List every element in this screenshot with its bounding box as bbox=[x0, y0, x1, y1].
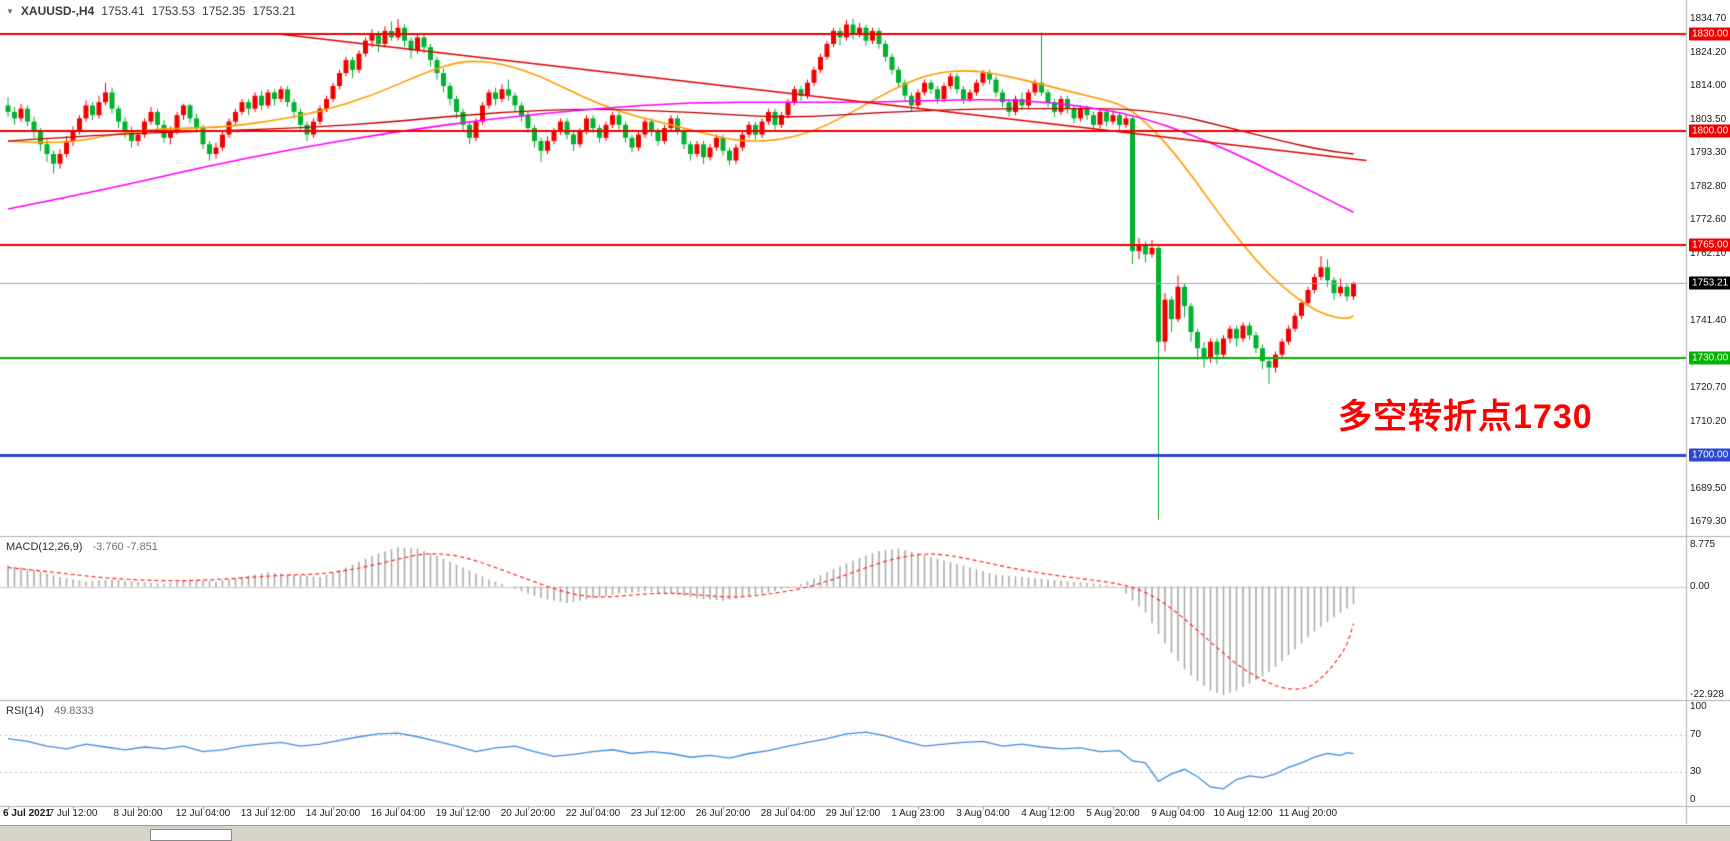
status-bar bbox=[0, 825, 1730, 841]
status-field bbox=[150, 829, 232, 841]
rsi-value: 49.8333 bbox=[53, 705, 94, 717]
ohlc-close: 1753.21 bbox=[252, 4, 296, 18]
ohlc-low: 1752.35 bbox=[202, 4, 246, 18]
symbol-timeframe-label: XAUUSD-,H4 bbox=[20, 4, 95, 18]
ohlc-high: 1753.53 bbox=[151, 4, 196, 18]
ohlc-open: 1753.41 bbox=[101, 4, 145, 18]
macd-name: MACD(12,26,9) bbox=[6, 541, 83, 553]
symbol-dropdown-icon[interactable]: ▼ bbox=[6, 6, 14, 16]
chart-annotation: 多空转折点1730 bbox=[1338, 398, 1593, 436]
rsi-name: RSI(14) bbox=[6, 705, 44, 717]
macd-indicator-label: MACD(12,26,9) -3.760 -7.851 bbox=[6, 541, 158, 553]
macd-values: -3.760 -7.851 bbox=[92, 541, 158, 553]
chart-ohlc-header: ▼ XAUUSD-,H4 1753.41 1753.53 1752.35 175… bbox=[6, 4, 296, 18]
rsi-indicator-label: RSI(14) 49.8333 bbox=[6, 705, 94, 717]
